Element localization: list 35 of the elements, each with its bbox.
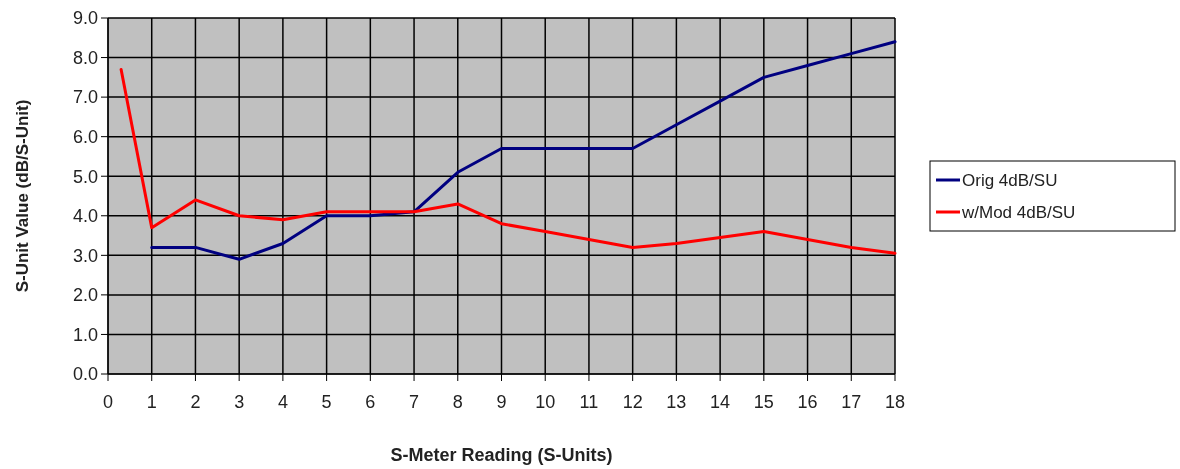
y-axis-title: S-Unit Value (dB/S-Unit) [13,99,32,293]
legend-label: w/Mod 4dB/SU [961,202,1076,222]
y-tick-label: 0.0 [72,364,98,385]
x-tick-label: 7 [409,392,420,412]
line-series [119,67,897,255]
x-tick-label: 4 [277,392,288,412]
x-tick-label: 1 [146,392,157,412]
x-tick-label: 3 [234,392,245,412]
y-tick-label: 5.0 [72,166,98,187]
x-tick-label: 17 [841,392,862,412]
y-tick-label: 2.0 [72,285,98,306]
y-tick-label: 6.0 [72,126,98,147]
x-tick-label: 14 [710,392,731,412]
y-tick-label: 4.0 [72,206,98,227]
x-tick-label: 2 [190,392,201,412]
x-tick-label: 8 [452,392,463,412]
x-tick-label: 5 [321,392,332,412]
y-tick-label: 1.0 [72,324,98,345]
x-axis-title: S-Meter Reading (S-Units) [390,445,613,465]
y-tick-label: 3.0 [72,245,98,266]
x-tick-label: 12 [622,392,643,412]
x-tick-label: 16 [797,392,818,412]
x-tick-label: 0 [102,392,114,412]
line-series [150,40,897,261]
y-tick-label: 8.0 [72,47,98,68]
y-tick-label: 7.0 [72,87,98,108]
x-tick-label: 15 [753,392,774,412]
x-tick-label: 6 [365,392,376,412]
x-tick-label: 18 [884,392,906,412]
x-tick-label: 10 [535,392,556,412]
legend-label: Orig 4dB/SU [962,170,1058,190]
x-tick-label: 9 [496,392,507,412]
x-tick-label: 11 [579,392,599,412]
y-tick-label: 9.0 [72,8,98,29]
x-tick-label: 13 [666,392,687,412]
